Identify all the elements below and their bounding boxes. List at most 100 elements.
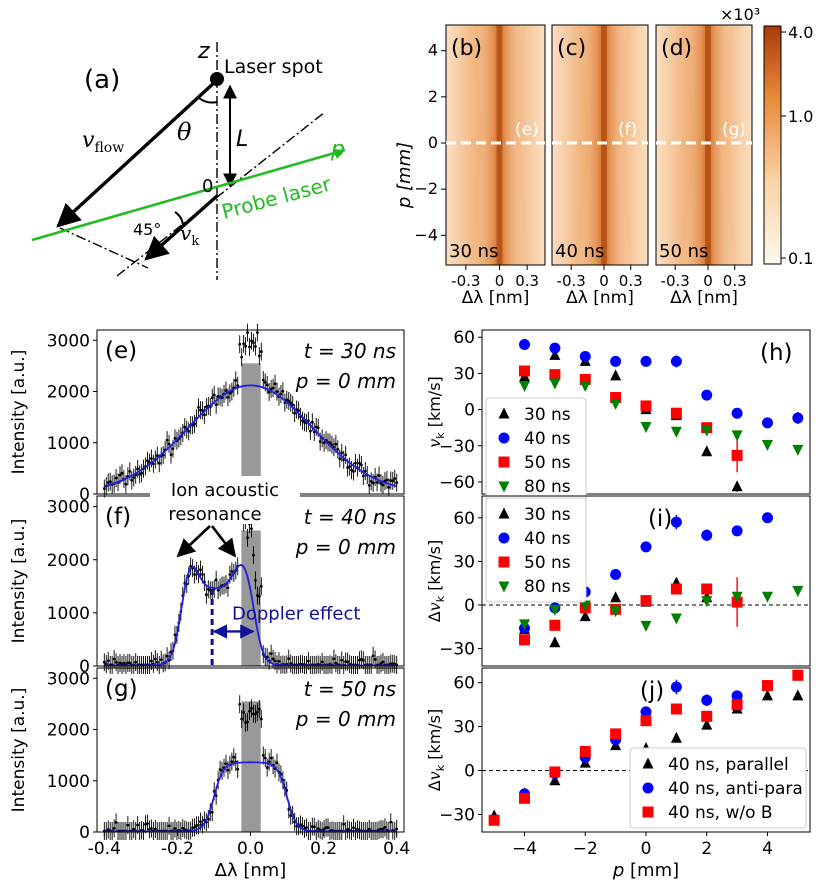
series-point bbox=[549, 766, 561, 778]
data-point bbox=[269, 652, 273, 656]
data-point bbox=[236, 767, 240, 771]
data-point bbox=[228, 573, 232, 576]
data-point bbox=[252, 341, 255, 345]
series-point bbox=[610, 728, 622, 740]
image-ytick-label: 0 bbox=[428, 133, 438, 152]
xlabel-unit: [mm] bbox=[624, 860, 679, 881]
vflow-label: vflow bbox=[82, 128, 124, 156]
image-panel-1: (b) (e) 30 ns -0.3 0 0.3Δλ [nm] 4 2 0 −2 −4 bbox=[414, 24, 546, 308]
data-point bbox=[381, 483, 385, 487]
ylabel: Δvk [km/s] bbox=[425, 540, 447, 623]
data-point bbox=[150, 827, 153, 830]
data-point bbox=[324, 826, 328, 829]
vk-label: vk bbox=[180, 221, 199, 249]
image-panel-3: (d) (g) 50 ns -0.3 0 0.3Δλ [nm] bbox=[655, 24, 753, 308]
colorbar-tick-label: 0.1 bbox=[788, 249, 813, 268]
ylabel-sub: k bbox=[434, 595, 447, 602]
data-point bbox=[289, 401, 293, 405]
series-point bbox=[640, 620, 652, 632]
ytick-label: −30 bbox=[439, 437, 475, 457]
data-point bbox=[153, 657, 157, 661]
series-point bbox=[731, 430, 743, 442]
data-point bbox=[146, 822, 149, 825]
data-point bbox=[173, 633, 177, 637]
data-point bbox=[301, 824, 304, 828]
ytick-label: 30 bbox=[453, 552, 475, 572]
data-point bbox=[338, 457, 342, 460]
data-point bbox=[173, 436, 177, 440]
series-point bbox=[792, 444, 804, 456]
data-point bbox=[230, 570, 234, 573]
data-point bbox=[375, 480, 379, 484]
series-point bbox=[498, 556, 510, 568]
data-point bbox=[124, 482, 128, 486]
data-point bbox=[248, 345, 251, 349]
data-point bbox=[265, 766, 269, 769]
data-point bbox=[342, 822, 346, 826]
data-point bbox=[136, 467, 140, 471]
data-point bbox=[214, 403, 218, 407]
spectrum-panel-f: 0 1000 2000 3000 (f) t = 40 ns p = 0 mm Intensi… bbox=[9, 476, 405, 677]
ytick-label: 0 bbox=[464, 596, 475, 616]
series-point bbox=[792, 412, 804, 424]
data-point bbox=[106, 659, 110, 663]
image-ytick-label: 2 bbox=[428, 87, 438, 106]
data-point bbox=[250, 706, 253, 710]
data-point bbox=[232, 755, 236, 759]
fit-curve bbox=[104, 384, 397, 488]
data-point bbox=[214, 794, 218, 798]
ytick-label: 30 bbox=[453, 718, 475, 738]
data-point bbox=[254, 345, 257, 348]
series-point bbox=[549, 369, 561, 381]
data-point bbox=[165, 654, 169, 658]
data-point bbox=[242, 342, 246, 346]
projection-line bbox=[59, 227, 149, 269]
series-point bbox=[549, 619, 561, 631]
data-point bbox=[371, 481, 375, 485]
data-point bbox=[112, 826, 116, 830]
resonance-arrow-right bbox=[210, 525, 237, 558]
data-point bbox=[322, 441, 326, 445]
data-point bbox=[254, 712, 257, 716]
ylabel-unit: [km/s] bbox=[425, 540, 444, 596]
axes-frame bbox=[481, 495, 811, 667]
series-point bbox=[761, 440, 773, 452]
series-point bbox=[549, 342, 561, 354]
series-point bbox=[610, 392, 622, 404]
legend-entry: 40 ns bbox=[524, 529, 571, 549]
data-point bbox=[197, 823, 200, 827]
ylabel: Δvk [km/s] bbox=[425, 709, 447, 792]
series-point bbox=[579, 600, 591, 612]
xlabel-symbol: p bbox=[612, 860, 624, 881]
data-point bbox=[352, 826, 355, 830]
data-point bbox=[106, 828, 110, 831]
data-point bbox=[246, 536, 249, 540]
data-point bbox=[316, 827, 320, 831]
ytick-label: 0 bbox=[464, 762, 475, 782]
data-point bbox=[334, 442, 338, 446]
data-point bbox=[242, 711, 246, 714]
series-point bbox=[579, 380, 591, 392]
ylabel-sub: k bbox=[434, 764, 447, 771]
image-xtick-label: 0 bbox=[599, 272, 609, 290]
data-point bbox=[395, 481, 399, 485]
data-point bbox=[257, 354, 261, 358]
data-point bbox=[287, 807, 291, 811]
panel-label: (f) bbox=[105, 504, 131, 530]
data-point bbox=[271, 657, 275, 661]
data-point bbox=[273, 659, 277, 663]
data-point bbox=[259, 350, 263, 354]
image-panel-2: (c) (f) 40 ns -0.3 0 0.3Δλ [nm] bbox=[551, 24, 649, 308]
series-point bbox=[549, 604, 561, 616]
ylabel: Intensity [a.u.] bbox=[9, 350, 29, 475]
data-point bbox=[167, 442, 171, 446]
legend: 30 ns 40 ns 50 ns 80 ns bbox=[485, 397, 587, 503]
series-point bbox=[549, 774, 561, 786]
ytick-label: 0 bbox=[79, 657, 90, 677]
data-point bbox=[140, 471, 143, 475]
data-point bbox=[226, 395, 230, 399]
data-point bbox=[132, 476, 136, 479]
data-point bbox=[136, 823, 140, 827]
series-point bbox=[731, 449, 743, 461]
annotation-box bbox=[150, 476, 300, 524]
